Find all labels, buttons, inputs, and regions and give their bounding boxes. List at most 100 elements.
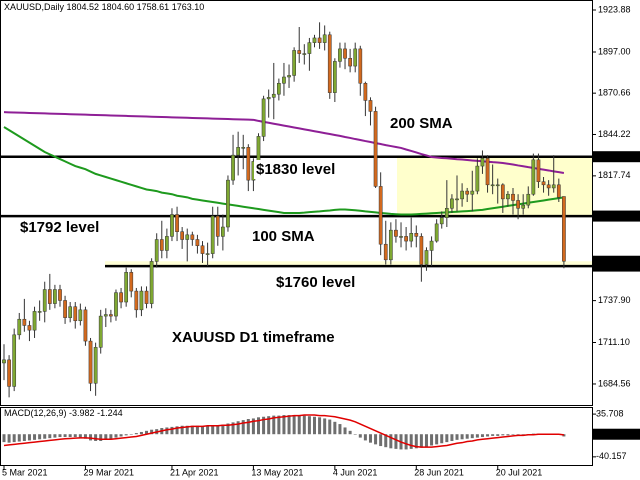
macd-bar — [236, 421, 240, 435]
macd-bar — [99, 434, 103, 441]
candle-body — [261, 98, 266, 137]
macd-main: -3.982 — [69, 408, 95, 418]
macd-bar — [175, 426, 179, 435]
candle-body — [511, 193, 515, 201]
macd-bar — [129, 434, 133, 435]
macd-bar — [206, 426, 210, 435]
macd-bar — [17, 434, 21, 442]
candle-body — [363, 83, 368, 101]
y-tick-label: 1817.74 — [598, 170, 631, 180]
macd-bar — [374, 434, 378, 445]
candle-body — [277, 83, 281, 95]
candle-body — [139, 290, 144, 311]
candle-body — [439, 217, 444, 225]
candle-body — [450, 198, 454, 209]
candle-body — [53, 289, 57, 304]
level-label: $1792 level — [20, 219, 99, 236]
macd-bar — [7, 434, 11, 443]
macd-bar — [165, 427, 169, 435]
candle-body — [404, 236, 408, 242]
macd-bar — [78, 434, 82, 438]
candle-body — [185, 234, 190, 240]
candle-body — [119, 292, 123, 303]
candle-body — [424, 250, 429, 265]
candle-body — [399, 236, 403, 238]
macd-signal-line — [3, 414, 565, 448]
macd-bar — [409, 434, 413, 449]
candle-body — [338, 48, 342, 62]
x-tick-label: 28 Jun 2021 — [414, 467, 464, 477]
candle-body — [470, 190, 475, 195]
macd-tick-label: 35.708 — [596, 408, 624, 418]
candle-body — [42, 289, 47, 312]
candle-body — [444, 208, 449, 218]
candle-body — [485, 158, 490, 186]
symbol: XAUUSD,Daily — [4, 2, 65, 12]
sma-line — [3, 111, 565, 174]
macd-bar — [465, 434, 469, 439]
macd-signal: -1.244 — [97, 408, 123, 418]
macd-bar — [450, 434, 454, 441]
y-tick-label: 1684.56 — [598, 378, 631, 388]
candle-body — [205, 253, 210, 255]
macd-bar — [460, 434, 464, 440]
low: 1758.61 — [137, 2, 170, 12]
sma-label: 200 SMA — [390, 115, 453, 132]
macd-tick-label: 0.00 — [596, 429, 614, 439]
candle-body — [2, 359, 6, 364]
macd-bar — [521, 434, 525, 435]
macd-bar — [104, 434, 108, 440]
high: 1804.60 — [102, 2, 135, 12]
candle-body — [12, 334, 17, 387]
candle-body — [271, 93, 276, 98]
support-zone — [105, 261, 592, 267]
macd-bar — [226, 423, 230, 435]
candle-body — [17, 318, 22, 336]
macd-bar — [307, 416, 311, 435]
candle-body — [562, 196, 566, 262]
macd-bar — [272, 415, 276, 435]
candle-body — [149, 261, 154, 304]
candle-body — [536, 159, 541, 182]
candle-body — [200, 245, 205, 254]
price-panel — [0, 0, 593, 406]
macd-bar — [53, 434, 57, 438]
macd-bar — [195, 425, 199, 435]
macd-bar — [257, 417, 260, 435]
macd-bar — [287, 415, 291, 435]
macd-bar — [241, 420, 245, 435]
macd-bar — [562, 434, 566, 437]
sma-line — [3, 126, 565, 216]
candle-body — [551, 184, 556, 189]
candle-body — [312, 37, 317, 43]
macd-bar — [190, 425, 194, 435]
macd-bar — [394, 434, 398, 449]
candle-body — [480, 158, 485, 167]
macd-bar — [486, 434, 490, 437]
macd-bar — [414, 434, 418, 449]
x-tick-label: 20 Jul 2021 — [496, 467, 543, 477]
macd-bar — [145, 430, 149, 435]
macd-bar — [63, 434, 67, 438]
candle-body — [32, 311, 37, 331]
y-tick-label: 1897.00 — [598, 46, 631, 56]
macd-bar — [338, 424, 342, 435]
macd-bar — [262, 416, 266, 435]
candle-body — [373, 111, 378, 187]
candle-body — [124, 272, 129, 303]
macd-tick-label: -40.157 — [596, 451, 627, 461]
price-label-box — [592, 210, 640, 222]
candle-body — [490, 184, 495, 187]
candle-body — [266, 97, 271, 100]
candle-body — [103, 314, 108, 317]
macd-bar — [180, 425, 184, 435]
candle-body — [460, 190, 464, 200]
candle-body — [58, 289, 62, 301]
macd-bar — [419, 434, 423, 448]
macd-bar — [363, 434, 367, 441]
macd-bar — [470, 434, 474, 439]
candle-body — [292, 50, 296, 76]
macd-bar — [302, 415, 306, 435]
